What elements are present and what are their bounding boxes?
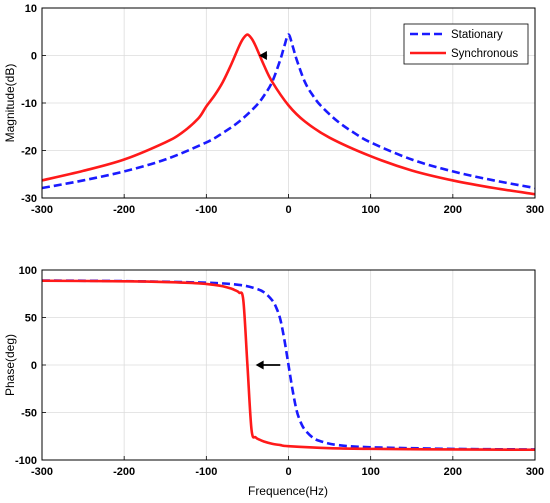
legend-label-synchronous: Synchronous xyxy=(451,48,518,60)
x-tick-label: 100 xyxy=(361,466,379,478)
x-tick-label: -300 xyxy=(31,466,53,478)
x-tick-label: 300 xyxy=(526,204,544,216)
y-tick-label: 0 xyxy=(31,360,37,372)
series-line-synchronous xyxy=(42,279,535,452)
x-tick-label: 300 xyxy=(526,466,544,478)
series-line-stationary xyxy=(42,279,535,451)
legend: Stationary Synchronous xyxy=(403,23,529,65)
y-tick-label: 100 xyxy=(19,265,37,277)
x-tick-label: 100 xyxy=(361,204,379,216)
y-tick-label: 50 xyxy=(25,313,37,325)
x-tick-label: -200 xyxy=(113,204,135,216)
series-line-synchronous xyxy=(42,33,535,196)
y-tick-label: -50 xyxy=(21,408,37,420)
magnitude-ylabel: Magnitude(dB) xyxy=(3,64,17,143)
arrow-head xyxy=(258,51,267,60)
x-tick-label: 200 xyxy=(444,204,462,216)
phase-series xyxy=(42,279,535,452)
series-line-stationary xyxy=(42,33,535,190)
arrow-head xyxy=(255,360,264,370)
y-tick-label: -100 xyxy=(15,455,37,467)
legend-label-stationary: Stationary xyxy=(451,29,503,41)
x-tick-label: -200 xyxy=(113,466,135,478)
y-tick-label: 0 xyxy=(31,51,37,63)
x-tick-label: -100 xyxy=(195,466,217,478)
phase-ylabel: Phase(deg) xyxy=(3,334,17,396)
legend-box xyxy=(403,23,529,65)
phase-arrow-annotation xyxy=(255,360,281,370)
phase-ticks: -300 -200 -100 0 100 200 300 100 50 0 -50 -100 xyxy=(15,265,544,478)
x-tick-label: 0 xyxy=(285,204,291,216)
x-tick-label: -300 xyxy=(31,204,53,216)
magnitude-series xyxy=(42,33,535,196)
x-tick-label: 200 xyxy=(444,466,462,478)
y-tick-label: -10 xyxy=(21,98,37,110)
y-tick-label: -30 xyxy=(21,193,37,205)
x-tick-label: -100 xyxy=(195,204,217,216)
phase-plot: -300 -200 -100 0 100 200 300 100 50 0 -50 -100 Phas… xyxy=(3,265,544,498)
phase-xlabel: Frequence(Hz) xyxy=(248,484,328,498)
magnitude-arrow-annotation xyxy=(258,51,268,60)
y-tick-label: -20 xyxy=(21,146,37,158)
x-tick-label: 0 xyxy=(285,466,291,478)
y-tick-label: 10 xyxy=(25,3,37,15)
